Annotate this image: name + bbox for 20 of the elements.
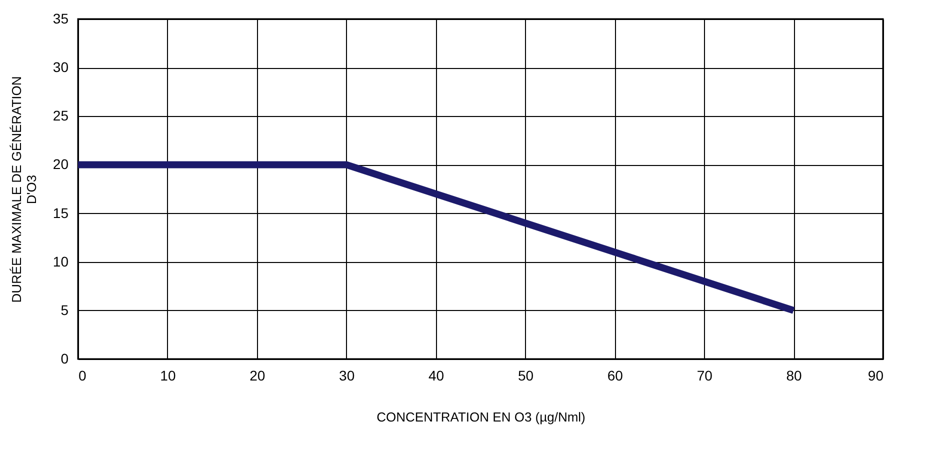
y-tick-label: 35 [52, 10, 69, 26]
y-tick-label: 25 [52, 108, 69, 124]
y-tick-label: 10 [52, 253, 69, 270]
x-tick-label: 50 [518, 368, 534, 384]
y-tick-label: 30 [52, 59, 69, 76]
y-tick-label: 20 [52, 156, 69, 172]
y-tick-label: 15 [52, 204, 69, 221]
x-tick-label: 10 [160, 368, 176, 384]
x-tick-label: 40 [428, 368, 444, 384]
x-axis-title: CONCENTRATION EN O3 (µg/Nml) [376, 410, 586, 424]
x-tick-label: 60 [607, 368, 624, 384]
y-tick-label: 5 [60, 302, 69, 318]
y-axis-title: DURÉE MAXIMALE DE GÉNÉRATION D'O3 [8, 76, 39, 303]
x-tick-label: 0 [78, 368, 86, 384]
x-tick-label: 90 [868, 368, 884, 384]
x-tick-label: 70 [696, 368, 713, 384]
x-tick-label: 20 [250, 368, 266, 384]
x-tick-label: 30 [339, 368, 355, 384]
y-tick-label: 0 [60, 350, 69, 366]
x-tick-label: 80 [786, 368, 802, 384]
